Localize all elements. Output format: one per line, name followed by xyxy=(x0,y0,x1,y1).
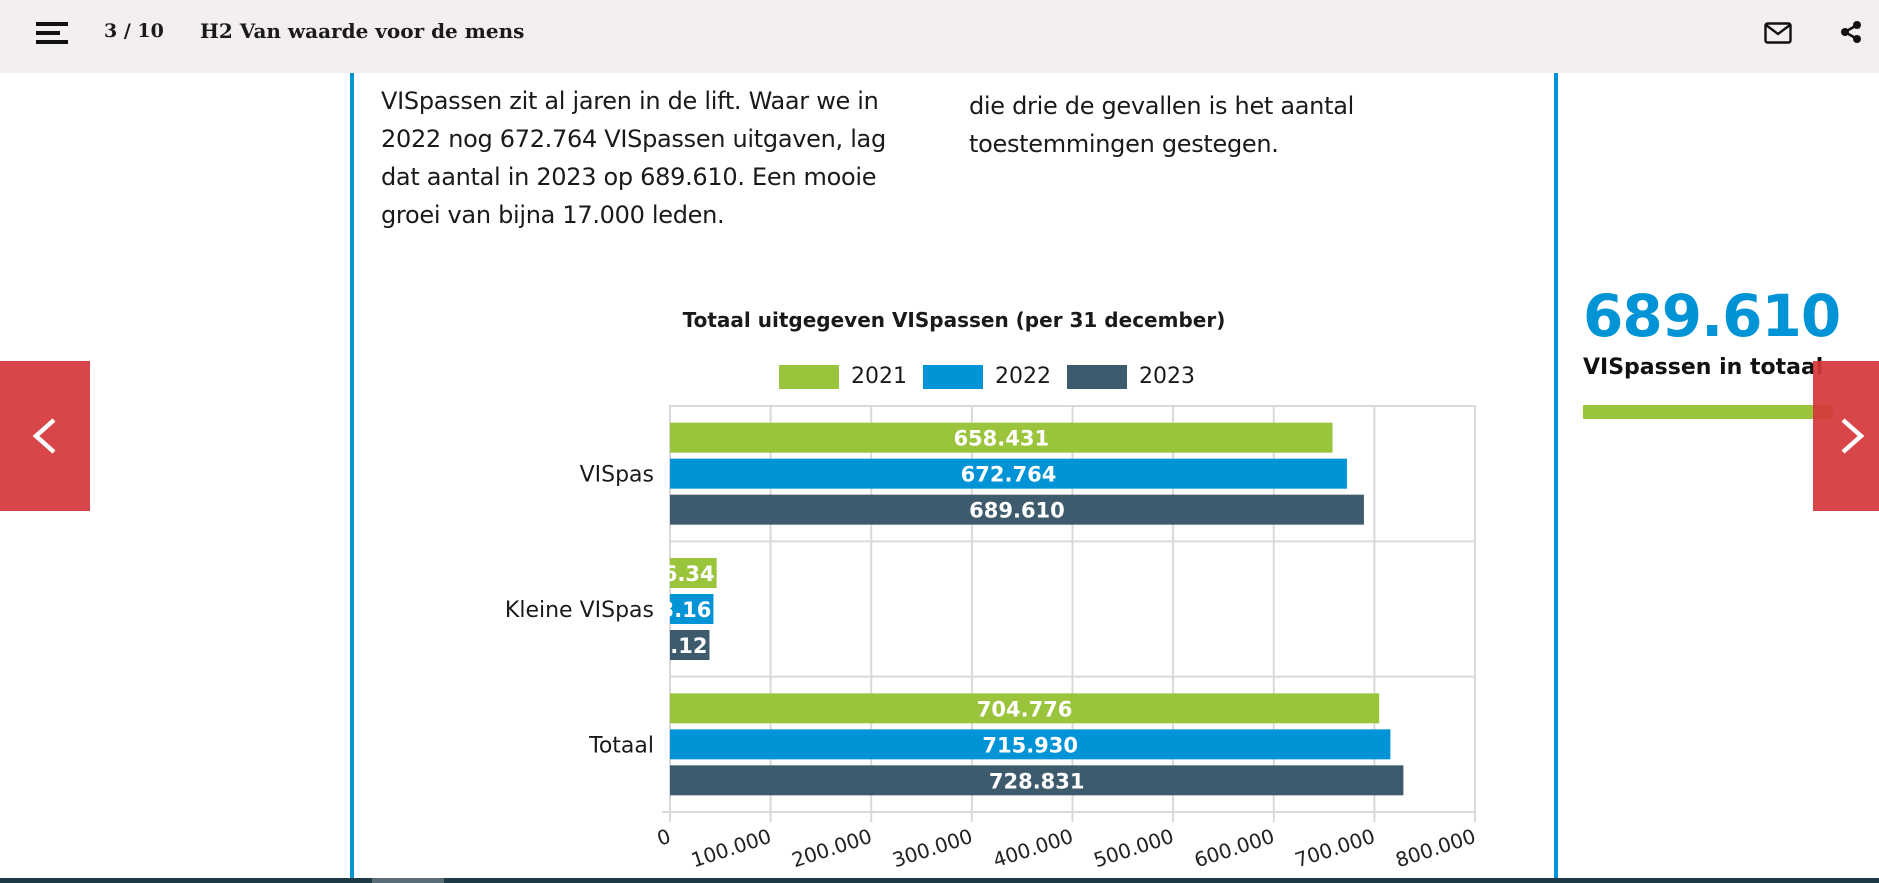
legend-label: 2022 xyxy=(995,364,1051,389)
article-line: groei van bijna 17.000 leden. xyxy=(381,201,725,229)
legend-label: 2021 xyxy=(851,364,907,389)
bottom-progress-track xyxy=(0,878,1879,883)
chart-legend: 2021 2022 2023 xyxy=(779,364,1211,389)
chart-title: Totaal uitgegeven VISpassen (per 31 dece… xyxy=(682,308,1226,332)
article-text-right: die drie de gevallen is het aantal toest… xyxy=(969,87,1354,163)
article-line: 2022 nog 672.764 VISpassen uitgaven, lag xyxy=(381,125,886,153)
page-counter: 3 / 10 xyxy=(104,20,164,42)
highlight-accent-bar xyxy=(1583,405,1833,419)
legend-swatch xyxy=(923,364,983,389)
hamburger-menu-icon[interactable] xyxy=(36,22,68,44)
share-icon[interactable] xyxy=(1840,20,1862,44)
chevron-left-icon xyxy=(32,418,56,454)
article-frame xyxy=(350,73,1558,883)
legend-item-2021: 2021 xyxy=(779,364,907,389)
legend-label: 2023 xyxy=(1139,364,1195,389)
next-page-button[interactable] xyxy=(1813,361,1879,511)
previous-page-button[interactable] xyxy=(0,361,90,511)
article-line: toestemmingen gestegen. xyxy=(969,130,1279,158)
highlight-number: 689.610 xyxy=(1583,282,1841,350)
article-line: VISpassen zit al jaren in de lift. Waar … xyxy=(381,87,879,115)
chevron-right-icon xyxy=(1841,418,1865,454)
top-header: 3 / 10 H2 Van waarde voor de mens xyxy=(0,0,1879,73)
article-line: dat aantal in 2023 op 689.610. Een mooie xyxy=(381,163,877,191)
legend-item-2023: 2023 xyxy=(1067,364,1195,389)
legend-item-2022: 2022 xyxy=(923,364,1051,389)
bottom-progress-indicator xyxy=(372,878,444,883)
article-line: die drie de gevallen is het aantal xyxy=(969,92,1354,120)
legend-swatch xyxy=(779,364,839,389)
mail-icon[interactable] xyxy=(1764,22,1792,44)
legend-swatch xyxy=(1067,364,1127,389)
highlight-label: VISpassen in totaal xyxy=(1583,355,1824,380)
article-text-left: VISpassen zit al jaren in de lift. Waar … xyxy=(381,82,886,234)
chapter-title: H2 Van waarde voor de mens xyxy=(200,19,525,43)
chart-container: Totaal uitgegeven VISpassen (per 31 dece… xyxy=(354,0,1554,883)
